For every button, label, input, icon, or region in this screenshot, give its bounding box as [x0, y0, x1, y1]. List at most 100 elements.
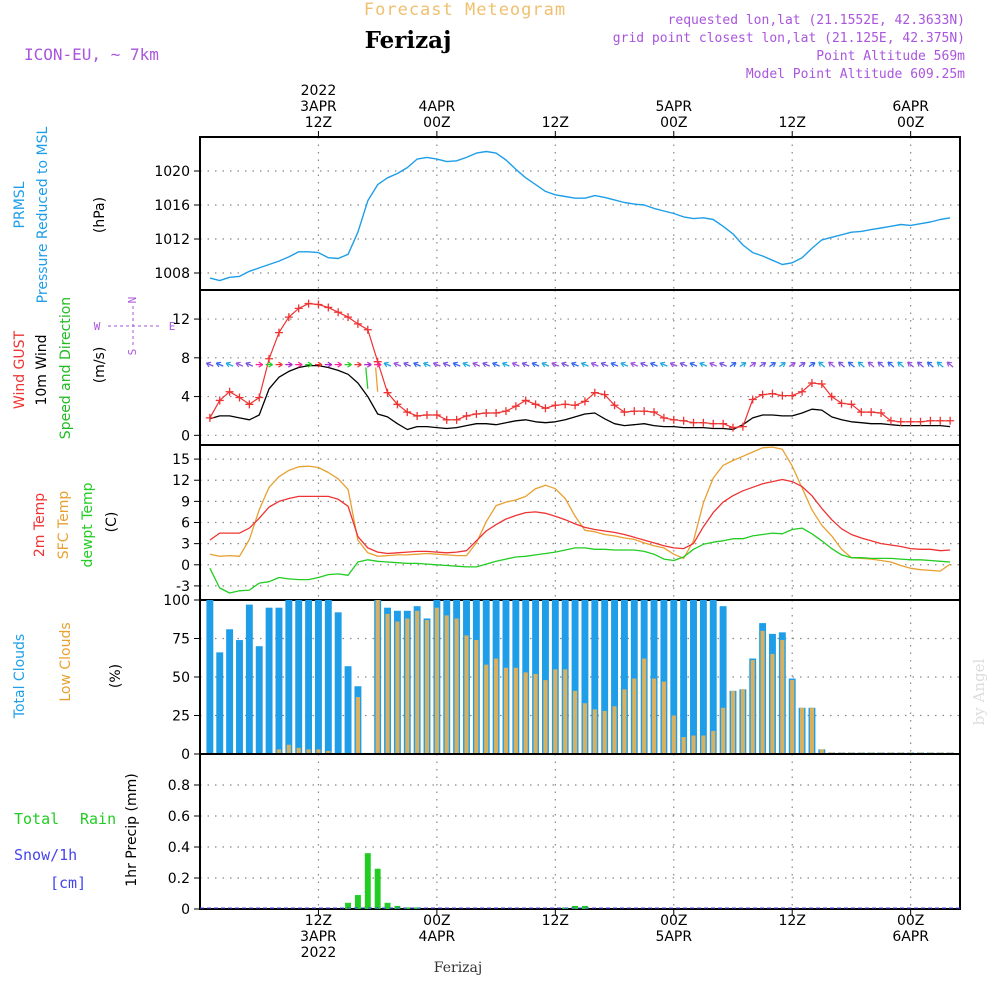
precip-bar — [374, 868, 381, 909]
gust-marker — [817, 379, 826, 388]
low-clouds-bar — [375, 600, 380, 754]
precip-bar — [572, 905, 579, 909]
wind-direction-arrowhead — [800, 361, 806, 368]
gust-marker — [926, 416, 935, 425]
total-clouds-bar — [650, 600, 658, 754]
low-clouds-bar — [819, 749, 824, 754]
total-clouds-bar — [344, 666, 352, 754]
low-clouds-bar — [651, 678, 657, 754]
wind-direction-arrowhead — [215, 361, 221, 368]
y-tick-label: 1016 — [154, 198, 190, 214]
wind-direction-arrowhead — [393, 361, 399, 368]
wind-direction-arrowhead — [936, 361, 943, 367]
temp-sfc-line — [209, 446, 951, 572]
bottom-time-label: 12Z — [542, 913, 569, 929]
model-label: ICON-EU, ~ 7km — [24, 45, 159, 64]
gust-marker — [521, 396, 530, 405]
y-tick-label: 0 — [181, 558, 190, 574]
wind-direction-arrowhead — [926, 361, 933, 367]
low-clouds-bar — [474, 640, 479, 754]
y-tick-label: 0.8 — [168, 778, 190, 794]
gust-marker — [334, 308, 343, 317]
low-clouds-bar — [523, 672, 528, 754]
wind-direction-arrowhead — [770, 361, 777, 368]
total-clouds-bar — [591, 600, 599, 754]
wind-direction-arrow — [739, 362, 747, 368]
compass-east: E — [169, 320, 176, 333]
wind-direction-arrow — [699, 362, 708, 367]
panel-frame — [199, 136, 961, 291]
wind-direction-arrow — [769, 362, 776, 368]
wind-direction-arrow — [591, 362, 599, 367]
total-clouds-bar — [314, 600, 322, 754]
low-clouds-bar — [790, 680, 795, 754]
y-tick-label: 0 — [181, 428, 190, 444]
label-wind-gust: Wind GUST — [12, 330, 28, 409]
y-tick-label: -3 — [176, 579, 190, 595]
gust-marker — [235, 393, 244, 402]
total-clouds-bar — [630, 600, 638, 754]
gust-marker — [699, 418, 708, 427]
wind-direction-arrowhead — [205, 361, 212, 368]
wind-direction-arrowhead — [551, 361, 557, 368]
wind-direction-arrowhead — [225, 361, 231, 368]
low-clouds-bar — [701, 735, 706, 754]
gust-marker — [413, 411, 422, 420]
total-clouds-bar — [295, 600, 303, 754]
gust-marker — [571, 401, 580, 410]
wind-direction-arrowhead — [837, 361, 844, 367]
gust-marker — [679, 416, 688, 425]
wind-direction-arrow — [561, 362, 569, 367]
wind-direction-arrowhead — [413, 361, 419, 368]
bottom-time-label: 12Z — [779, 913, 806, 929]
total-clouds-bar — [226, 629, 234, 754]
label-ms: (m/s) — [92, 347, 108, 384]
low-clouds-bar — [355, 697, 360, 754]
wind-direction-arrow — [620, 362, 629, 367]
chart-panels: 1008 1012 1016 1020 0 4 8 12 -3 0 3 6 9 12 15 0 25 50 75 10… — [154, 136, 961, 918]
wind-direction-arrowhead — [531, 361, 537, 368]
wind-direction-arrowhead — [347, 361, 352, 368]
gust-marker — [669, 415, 678, 424]
wind-direction-arrowhead — [357, 361, 362, 368]
total-clouds-bar — [581, 600, 589, 754]
precip-bar — [404, 907, 411, 909]
y-tick-label: 12 — [172, 473, 190, 489]
wind-direction-arrow — [857, 361, 865, 368]
temp-dewpoint-line — [209, 527, 951, 594]
panel-clouds: 0 25 50 75 100 — [163, 593, 961, 763]
wind-direction-arrow — [828, 361, 836, 368]
gust-marker — [768, 389, 777, 398]
gust-marker — [452, 415, 461, 424]
wind-direction-arrow — [531, 362, 540, 367]
wind-direction-arrowhead — [511, 361, 518, 368]
wind-direction-arrow — [383, 362, 392, 367]
wind-direction-arrow — [442, 362, 451, 367]
wind-direction-arrow — [838, 361, 845, 368]
gust-marker — [511, 402, 520, 411]
wind-direction-arrowhead — [580, 361, 587, 368]
gust-marker — [344, 313, 353, 322]
low-clouds-bar — [513, 667, 518, 754]
wind-direction-arrowhead — [857, 361, 864, 367]
gust-marker — [423, 410, 432, 419]
wind-direction-arrowhead — [719, 361, 725, 368]
wind-direction-arrow — [670, 362, 678, 367]
total-clouds-bar — [660, 600, 668, 754]
y-tick-label: 4 — [181, 390, 190, 406]
precip-bar — [345, 902, 352, 909]
label-percent: (%) — [108, 664, 124, 688]
total-clouds-bar — [601, 600, 609, 754]
low-clouds-bar — [681, 737, 686, 754]
wind-direction-arrow — [788, 362, 796, 368]
wind-direction-arrowhead — [810, 361, 816, 368]
low-clouds-bar — [484, 664, 489, 754]
wind-direction-arrow — [245, 362, 254, 367]
gust-marker — [541, 404, 550, 413]
wind-direction-arrow — [482, 362, 490, 367]
gust-marker — [738, 422, 747, 431]
total-clouds-bar — [611, 600, 618, 754]
wind-direction-arrowhead — [297, 361, 303, 368]
bottom-time-label: 3APR — [300, 929, 337, 945]
wind-direction-arrowhead — [897, 361, 903, 367]
